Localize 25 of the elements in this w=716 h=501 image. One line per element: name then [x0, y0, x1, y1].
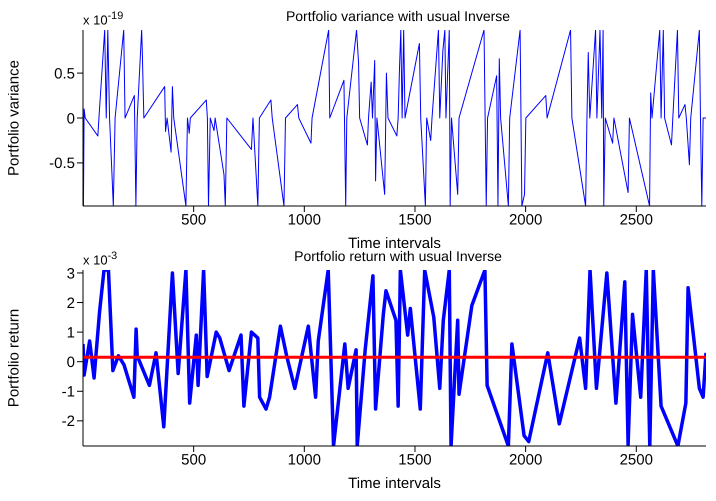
x-tick-label: 2500 [620, 452, 653, 469]
y-tick-label: 0 [66, 110, 75, 128]
x-tick-label: 500 [181, 452, 206, 469]
x-tick-label: 2500 [620, 212, 653, 229]
line-series [83, 30, 706, 206]
text: x 10$^{-19}$ [83, 10, 124, 28]
x-axis-title: Time intervals [348, 475, 441, 492]
x-tick-label: 1500 [398, 452, 432, 469]
y-tick-label: -1 [62, 384, 75, 401]
x-tick-label: 1000 [288, 452, 321, 469]
chart-title: Portfolio variance with usual Inverse [286, 8, 510, 24]
y-tick-label: -0.5 [49, 155, 75, 172]
y-tick-label: 3 [66, 265, 75, 282]
y-tick-label: 0 [66, 354, 75, 372]
text: x 10$^{-3}$ [83, 250, 118, 268]
x-tick-label: 2000 [508, 212, 542, 229]
y-tick-label: 2 [66, 294, 75, 312]
y-tick-label: 1 [66, 324, 75, 342]
y-tick-label: -2 [62, 413, 75, 430]
line-series [83, 270, 706, 446]
x-tick-label: 1000 [288, 212, 321, 229]
x-tick-label: 500 [181, 212, 206, 229]
x-tick-label: 2000 [508, 452, 542, 469]
x-tick-label: 1500 [398, 212, 432, 229]
y-tick-label: 0.5 [54, 65, 75, 82]
